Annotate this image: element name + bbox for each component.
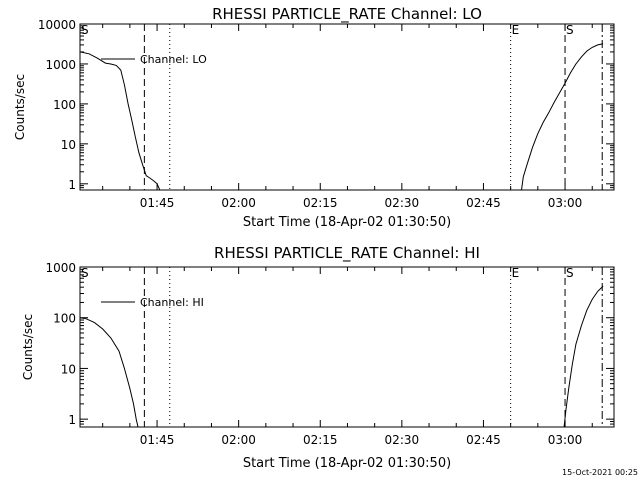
y-tick-label: 1 xyxy=(68,178,76,192)
y-axis-label: Counts/sec xyxy=(13,74,27,140)
x-axis-label: Start Time (18-Apr-02 01:30:50) xyxy=(243,215,451,230)
y-tick-label: 1 xyxy=(68,413,76,427)
y-tick-label: 1000 xyxy=(45,58,76,72)
event-marker-label: S xyxy=(81,23,89,37)
x-tick-label: 03:00 xyxy=(548,433,583,447)
x-tick-label: 02:00 xyxy=(221,196,256,210)
x-tick-label: 02:45 xyxy=(466,433,501,447)
footer-timestamp: 15-Oct-2021 00:25 xyxy=(562,468,638,477)
event-marker-label: E xyxy=(512,23,520,37)
series-line xyxy=(563,285,604,428)
y-tick-label: 10 xyxy=(61,138,76,152)
event-marker-label: E xyxy=(512,266,520,280)
event-marker-label: S xyxy=(566,23,574,37)
x-tick-label: 03:00 xyxy=(548,196,583,210)
plot-frame xyxy=(79,23,615,191)
x-tick-label: 02:15 xyxy=(303,196,338,210)
y-axis-label: Counts/sec xyxy=(21,314,35,380)
x-tick-label: 02:30 xyxy=(385,196,420,210)
series-line xyxy=(521,43,604,191)
legend-label: Channel: HI xyxy=(140,296,204,309)
y-tick-label: 10 xyxy=(61,362,76,376)
series-line xyxy=(79,51,161,191)
legend-label: Channel: LO xyxy=(140,53,207,66)
y-tick-label: 10000 xyxy=(38,18,76,32)
y-tick-label: 100 xyxy=(53,98,76,112)
event-marker-label: S xyxy=(566,266,574,280)
series-line xyxy=(79,317,139,428)
x-tick-label: 02:00 xyxy=(221,433,256,447)
chart-title: RHESSI PARTICLE_RATE Channel: LO xyxy=(212,5,482,24)
x-tick-label: 02:45 xyxy=(466,196,501,210)
y-tick-label: 100 xyxy=(53,312,76,326)
x-axis-label: Start Time (18-Apr-02 01:30:50) xyxy=(243,456,451,471)
chart-title: RHESSI PARTICLE_RATE Channel: HI xyxy=(214,244,480,263)
event-marker-label: S xyxy=(81,266,89,280)
x-tick-label: 02:30 xyxy=(385,433,420,447)
plot-frame xyxy=(79,266,615,428)
x-tick-label: 01:45 xyxy=(140,196,175,210)
y-tick-label: 1000 xyxy=(45,261,76,275)
x-tick-label: 01:45 xyxy=(140,433,175,447)
x-tick-label: 02:15 xyxy=(303,433,338,447)
